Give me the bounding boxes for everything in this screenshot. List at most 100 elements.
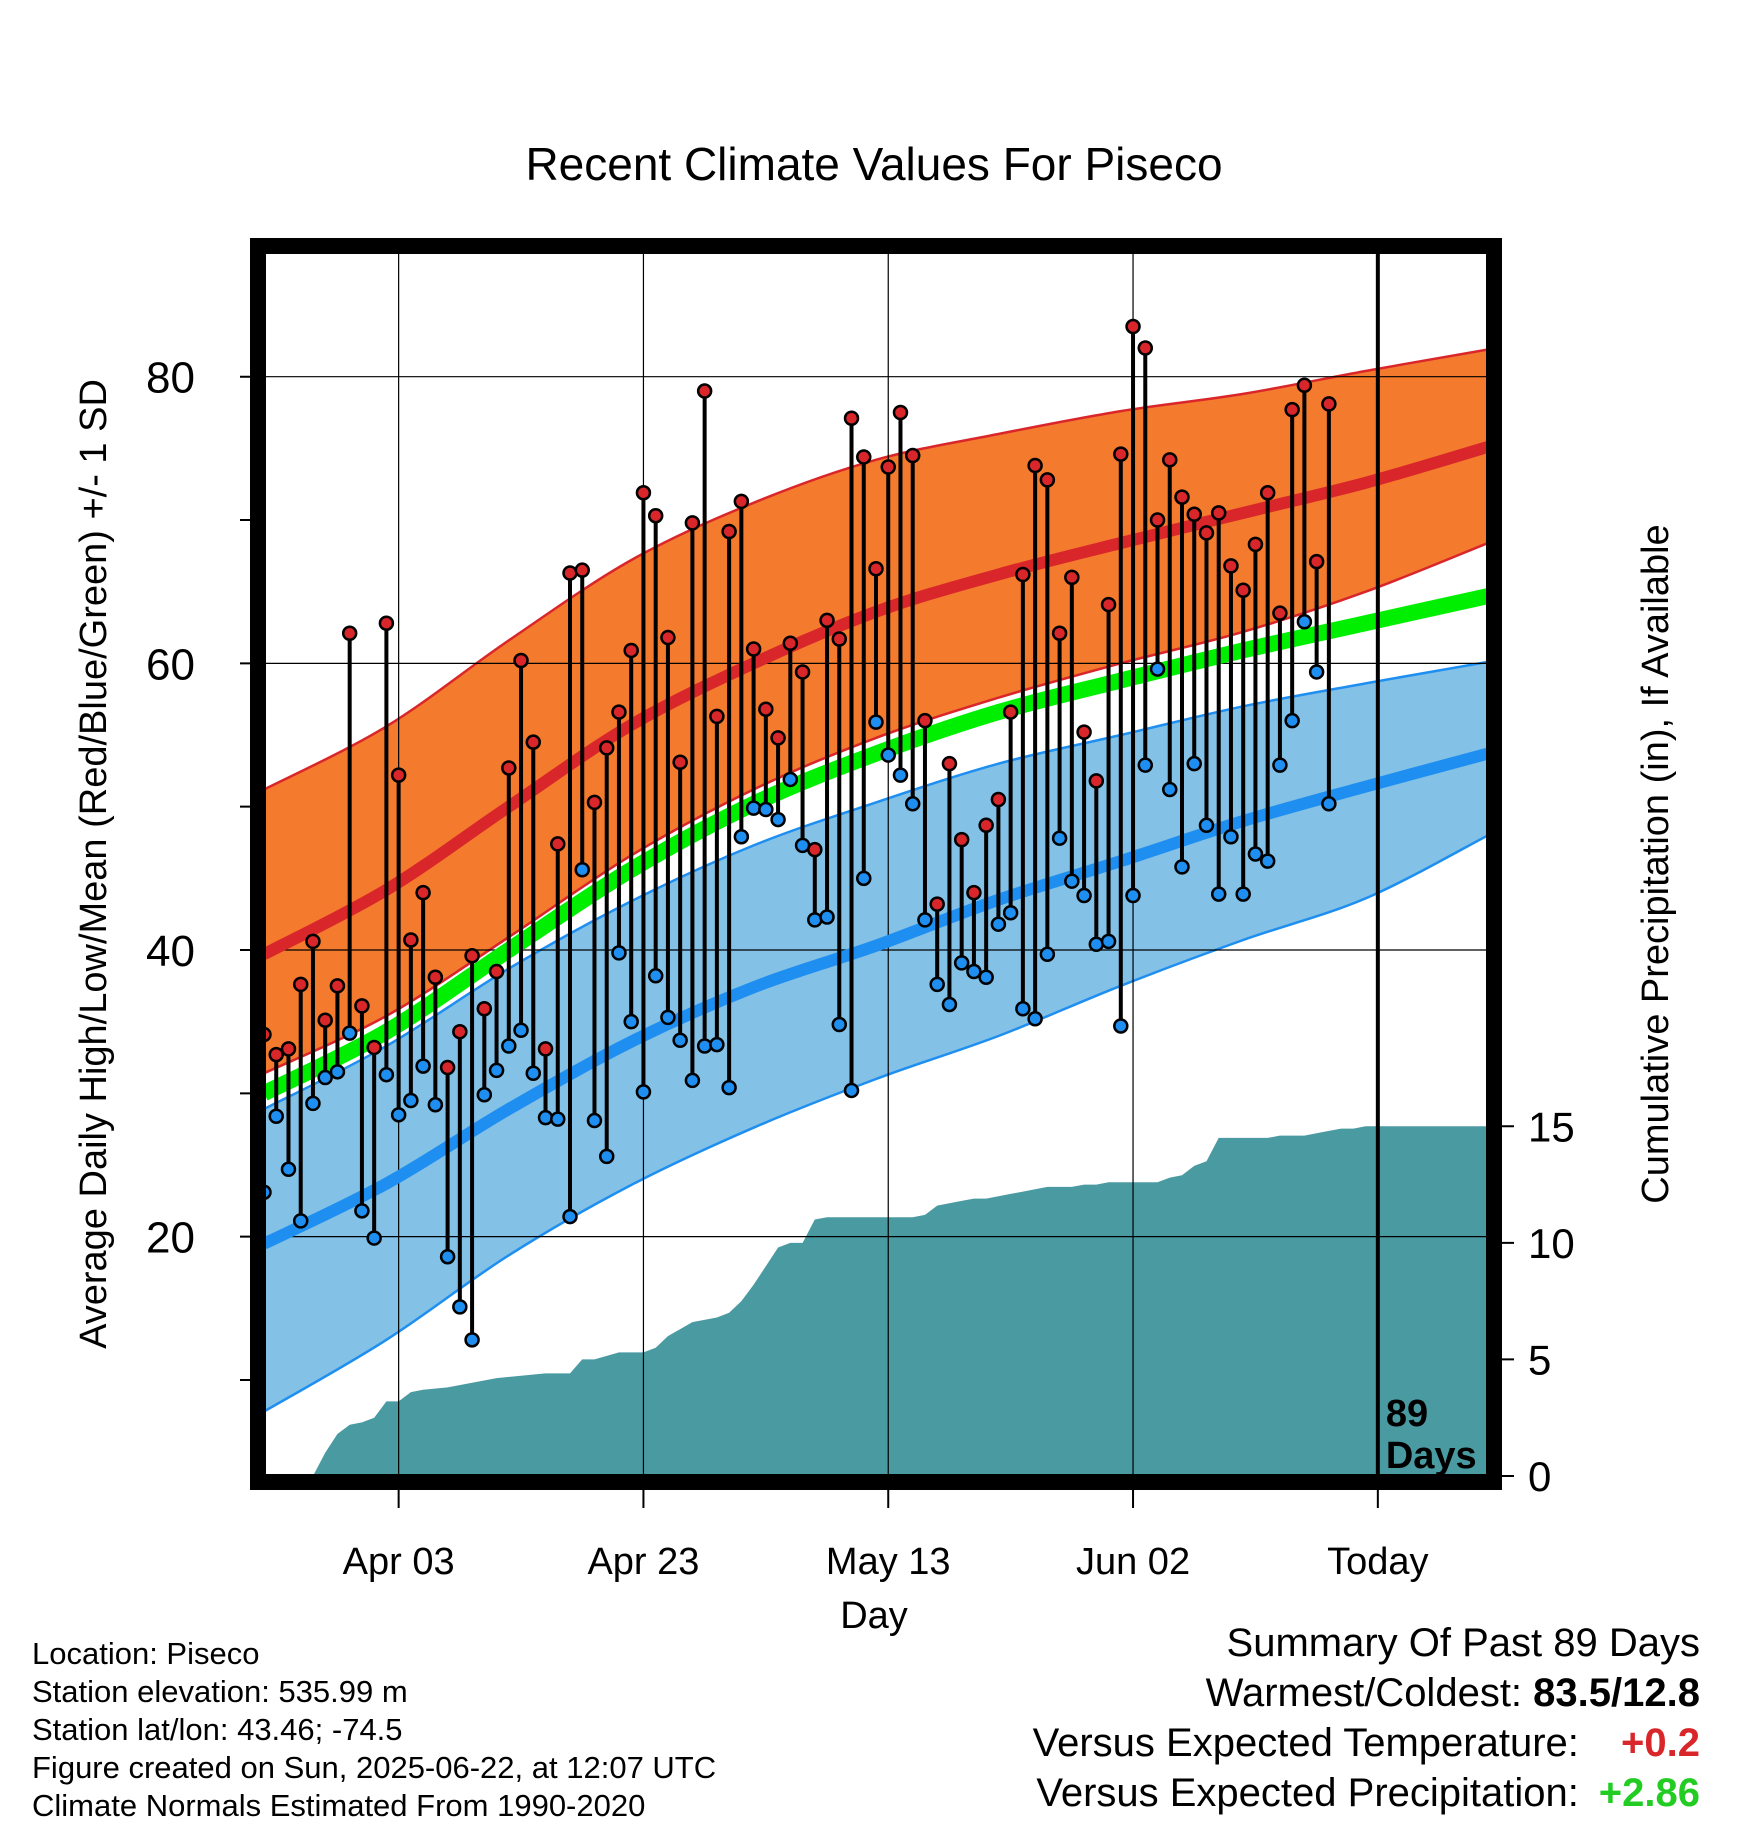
daily-low-marker bbox=[904, 796, 921, 812]
warmest-value: 83.5/12.8 bbox=[1533, 1671, 1700, 1715]
daily-low-marker bbox=[684, 1072, 701, 1089]
daily-low-marker bbox=[1186, 755, 1202, 772]
daily-low-marker bbox=[415, 1058, 431, 1074]
daily-low-marker bbox=[317, 1069, 333, 1086]
daily-low-marker bbox=[1125, 887, 1141, 904]
daily-markers bbox=[264, 318, 1337, 1348]
temp-vs-expected-label: Versus Expected Temperature: bbox=[1032, 1721, 1579, 1765]
y-left-tick-label: 80 bbox=[146, 354, 195, 403]
daily-low-marker bbox=[329, 1064, 346, 1080]
daily-low-marker bbox=[476, 1087, 493, 1103]
daily-low-marker bbox=[1308, 664, 1325, 680]
daily-high-marker bbox=[1064, 569, 1080, 586]
daily-low-marker bbox=[488, 1062, 505, 1079]
daily-high-marker bbox=[635, 485, 652, 501]
daily-low-marker bbox=[452, 1299, 468, 1315]
daily-low-marker bbox=[292, 1213, 309, 1229]
daily-high-marker bbox=[623, 642, 639, 659]
daily-high-marker bbox=[770, 730, 786, 746]
daily-high-marker bbox=[292, 976, 309, 993]
daily-low-marker bbox=[1064, 873, 1080, 889]
daily-high-marker bbox=[929, 896, 945, 912]
daily-low-marker bbox=[525, 1065, 542, 1082]
daily-low-marker bbox=[807, 912, 823, 928]
daily-high-marker bbox=[550, 836, 566, 852]
location-text: Location: Piseco bbox=[32, 1636, 260, 1671]
daily-low-marker bbox=[1235, 886, 1251, 902]
daily-high-marker bbox=[1015, 566, 1031, 583]
created-text: Figure created on Sun, 2025-06-22, at 12… bbox=[32, 1750, 717, 1785]
daily-high-marker bbox=[341, 625, 358, 641]
daily-high-marker bbox=[978, 817, 994, 834]
daily-high-marker bbox=[611, 704, 627, 720]
chart-title: Recent Climate Values For Piseco bbox=[525, 138, 1222, 190]
daily-low-marker bbox=[341, 1025, 358, 1041]
daily-low-marker bbox=[598, 1148, 615, 1165]
summary-precip-row: Versus Expected Precipitation: +2.86 bbox=[1033, 1768, 1700, 1818]
x-tick-label: Apr 03 bbox=[343, 1541, 455, 1583]
daily-high-marker bbox=[1113, 446, 1129, 462]
daily-high-marker bbox=[1210, 505, 1227, 521]
daily-low-marker bbox=[1100, 933, 1117, 950]
daily-high-marker bbox=[1321, 396, 1337, 412]
daily-low-marker bbox=[513, 1022, 529, 1039]
daily-high-marker bbox=[1235, 582, 1251, 598]
daily-low-marker bbox=[586, 1112, 603, 1129]
daily-low-marker bbox=[696, 1038, 713, 1054]
daily-low-marker bbox=[354, 1203, 370, 1219]
daily-low-marker bbox=[1272, 757, 1288, 773]
summary-warmest-row: Warmest/Coldest: 83.5/12.8 bbox=[1033, 1668, 1700, 1718]
daily-high-marker bbox=[941, 755, 958, 772]
daily-low-marker bbox=[537, 1109, 554, 1126]
daily-high-marker bbox=[476, 1001, 493, 1017]
daily-high-marker bbox=[574, 562, 590, 578]
daily-high-marker bbox=[880, 459, 896, 475]
daily-high-marker bbox=[1076, 724, 1092, 740]
daily-low-marker bbox=[709, 1036, 725, 1053]
daily-low-marker bbox=[953, 955, 970, 971]
daily-high-marker bbox=[1247, 536, 1264, 553]
daily-low-marker bbox=[378, 1066, 395, 1083]
daily-low-marker bbox=[966, 963, 982, 980]
x-tick-label: Today bbox=[1327, 1541, 1428, 1583]
daily-high-marker bbox=[758, 701, 774, 717]
low-band-lower-edge bbox=[264, 834, 1488, 1413]
high-band-upper-edge bbox=[264, 348, 1488, 791]
daily-high-marker bbox=[586, 794, 603, 811]
warmest-label: Warmest/Coldest: bbox=[1205, 1671, 1523, 1715]
precipitation-area-layer bbox=[264, 1126, 1488, 1476]
daily-low-marker bbox=[733, 829, 750, 845]
daily-low-marker bbox=[501, 1038, 517, 1054]
daily-high-marker bbox=[917, 712, 933, 729]
normal-mean-line bbox=[264, 588, 1488, 1101]
daily-low-marker bbox=[819, 909, 835, 925]
daily-high-marker bbox=[1100, 596, 1117, 613]
daily-low-marker bbox=[464, 1332, 480, 1348]
daily-high-marker bbox=[1284, 401, 1300, 418]
daily-low-marker bbox=[941, 996, 958, 1013]
daily-high-marker bbox=[488, 963, 505, 980]
daily-high-marker bbox=[1002, 704, 1019, 720]
daily-low-marker bbox=[831, 1016, 848, 1033]
daily-low-marker bbox=[390, 1107, 407, 1123]
daily-low-marker bbox=[1039, 946, 1056, 963]
daily-low-marker bbox=[1296, 614, 1313, 630]
normals-text: Climate Normals Estimated From 1990-2020 bbox=[32, 1788, 646, 1823]
daily-low-marker bbox=[1015, 1001, 1031, 1017]
daily-low-marker bbox=[268, 1108, 284, 1125]
daily-low-marker bbox=[1088, 936, 1105, 953]
daily-high-marker bbox=[1125, 318, 1141, 335]
daily-high-marker bbox=[966, 884, 982, 901]
daily-high-marker bbox=[1223, 558, 1239, 574]
daily-low-marker bbox=[427, 1097, 444, 1113]
daily-high-marker bbox=[1259, 485, 1276, 501]
daily-low-marker bbox=[721, 1079, 737, 1096]
daily-high-marker bbox=[733, 493, 750, 510]
daily-high-marker bbox=[831, 631, 848, 647]
daily-high-marker bbox=[1272, 605, 1288, 621]
daily-low-marker bbox=[1051, 830, 1068, 846]
daily-high-marker bbox=[452, 1023, 468, 1040]
daily-low-marker bbox=[611, 945, 627, 961]
daily-high-marker bbox=[390, 767, 407, 783]
daily-low-marker bbox=[623, 1013, 639, 1030]
